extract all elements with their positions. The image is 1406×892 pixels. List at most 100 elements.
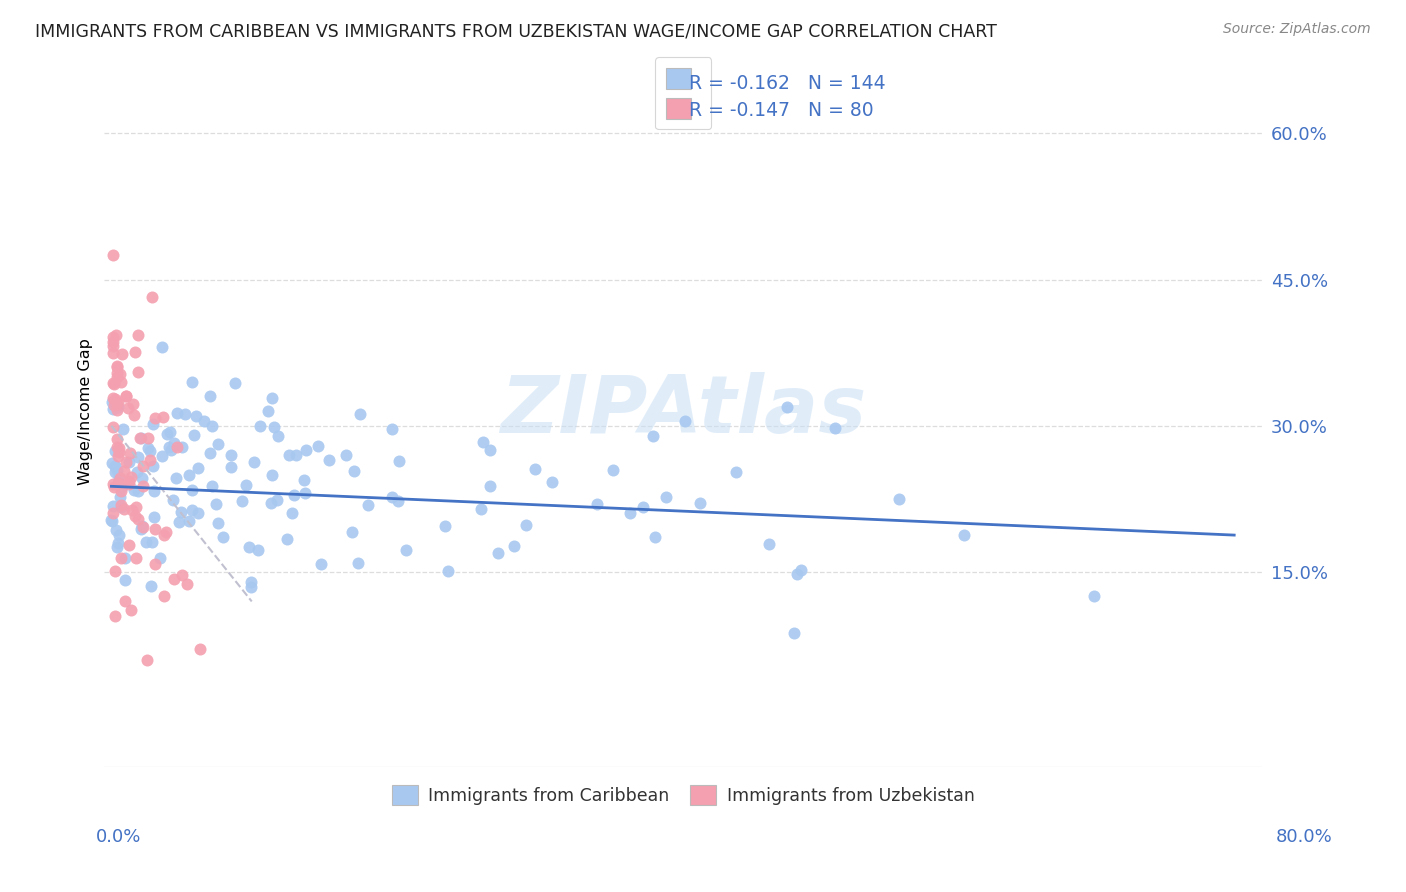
Point	[114, 389, 136, 403]
Point	[105, 524, 128, 538]
Point	[104, 392, 127, 407]
Point	[260, 495, 283, 509]
Point	[243, 454, 266, 468]
Point	[100, 513, 122, 527]
Point	[246, 542, 269, 557]
Point	[105, 397, 128, 411]
Point	[292, 473, 315, 487]
Point	[107, 536, 129, 550]
Point	[260, 468, 283, 483]
Text: IMMIGRANTS FROM CARIBBEAN VS IMMIGRANTS FROM UZBEKISTAN WAGE/INCOME GAP CORRELAT: IMMIGRANTS FROM CARIBBEAN VS IMMIGRANTS …	[35, 22, 997, 40]
Point	[136, 442, 159, 456]
Point	[177, 468, 200, 483]
Point	[139, 452, 162, 467]
Point	[201, 478, 224, 492]
Point	[343, 464, 366, 478]
Point	[142, 458, 165, 473]
Point	[105, 369, 128, 384]
Point	[276, 532, 298, 546]
Point	[101, 394, 124, 409]
Point	[150, 340, 173, 354]
Point	[105, 541, 128, 555]
Point	[479, 443, 502, 458]
Point	[101, 376, 124, 391]
Point	[115, 389, 138, 403]
Point	[129, 431, 152, 445]
Point	[163, 572, 186, 586]
Point	[101, 476, 124, 491]
Point	[776, 401, 799, 415]
Point	[201, 419, 224, 434]
Point	[143, 522, 166, 536]
Point	[159, 442, 181, 457]
Point	[198, 388, 221, 402]
Point	[165, 471, 187, 485]
Point	[131, 479, 153, 493]
Point	[107, 449, 129, 463]
Point	[105, 402, 128, 417]
Point	[152, 450, 174, 464]
Point	[149, 550, 172, 565]
Point	[110, 500, 132, 515]
Point	[100, 515, 122, 529]
Point	[172, 441, 194, 455]
Point	[101, 391, 124, 405]
Point	[188, 642, 211, 657]
Point	[135, 534, 157, 549]
Point	[633, 500, 655, 514]
Point	[174, 408, 197, 422]
Point	[267, 429, 290, 443]
Point	[181, 503, 204, 517]
Point	[357, 498, 380, 512]
Point	[163, 435, 186, 450]
Point	[104, 327, 127, 342]
Point	[235, 477, 257, 491]
Point	[181, 483, 204, 497]
Point	[107, 475, 129, 490]
Point	[156, 427, 179, 442]
Point	[307, 439, 329, 453]
Point	[143, 484, 166, 499]
Point	[724, 465, 747, 479]
Point	[381, 491, 404, 505]
Point	[224, 376, 246, 391]
Point	[155, 524, 177, 539]
Point	[139, 443, 162, 458]
Point	[107, 395, 129, 409]
Point	[107, 400, 129, 414]
Point	[143, 411, 166, 425]
Point	[105, 359, 128, 374]
Point	[381, 422, 404, 436]
Point	[238, 541, 260, 555]
Point	[108, 445, 131, 459]
Point	[212, 530, 235, 544]
Point	[231, 494, 253, 508]
Point	[673, 414, 696, 428]
Point	[112, 501, 135, 516]
Point	[120, 446, 142, 460]
Point	[395, 543, 418, 558]
Point	[127, 483, 149, 498]
Point	[295, 442, 318, 457]
Point	[101, 248, 124, 262]
Point	[114, 550, 136, 565]
Point	[129, 431, 152, 445]
Point	[110, 375, 132, 389]
Point	[115, 455, 138, 469]
Point	[689, 496, 711, 510]
Point	[105, 432, 128, 446]
Point	[257, 404, 280, 418]
Point	[318, 453, 340, 467]
Point	[758, 537, 780, 551]
Point	[153, 528, 176, 542]
Point	[790, 563, 813, 577]
Point	[104, 609, 127, 624]
Text: Source: ZipAtlas.com: Source: ZipAtlas.com	[1223, 22, 1371, 37]
Point	[486, 546, 509, 560]
Point	[120, 602, 142, 616]
Point	[783, 626, 806, 640]
Point	[127, 512, 149, 526]
Point	[786, 566, 808, 581]
Point	[101, 506, 124, 520]
Point	[824, 421, 846, 435]
